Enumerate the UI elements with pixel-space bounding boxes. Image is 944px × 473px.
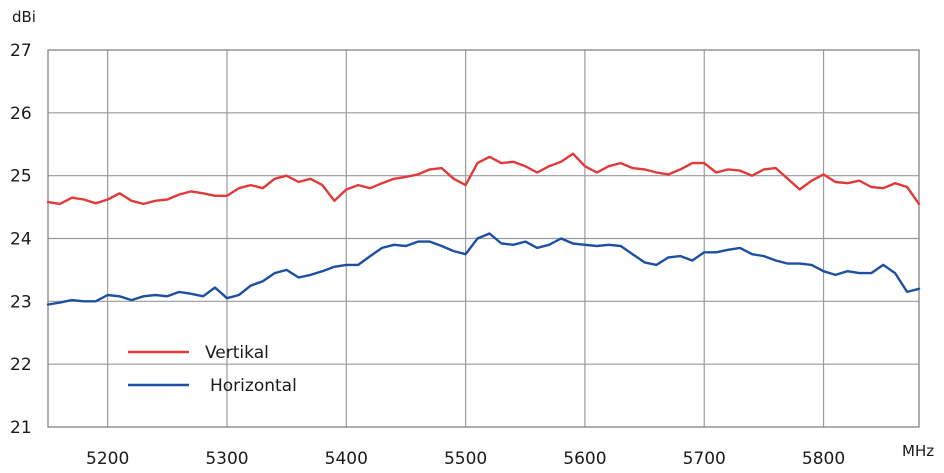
y-tick-label: 25 bbox=[10, 167, 32, 187]
y-tick-label: 23 bbox=[10, 292, 32, 312]
x-axis-ticks: 5200 5300 5400 5500 5600 5700 5800 bbox=[86, 449, 845, 469]
y-tick-label: 27 bbox=[10, 41, 32, 61]
y-axis-ticks: 21 22 23 24 25 26 27 bbox=[10, 41, 32, 438]
y-tick-label: 24 bbox=[10, 230, 32, 250]
x-tick-label: 5300 bbox=[205, 449, 248, 469]
series-line-horizontal bbox=[46, 232, 921, 306]
y-axis-label: dBi bbox=[12, 8, 36, 26]
x-tick-label: 5800 bbox=[802, 449, 845, 469]
x-tick-label: 5500 bbox=[444, 449, 487, 469]
x-tick-label: 5200 bbox=[86, 449, 129, 469]
legend-label-horizontal: Horizontal bbox=[210, 376, 297, 396]
series-line-vertikal bbox=[46, 152, 921, 206]
legend: Vertikal Horizontal bbox=[128, 343, 297, 396]
series-lines bbox=[46, 152, 921, 306]
x-tick-label: 5600 bbox=[563, 449, 606, 469]
legend-label-vertikal: Vertikal bbox=[205, 343, 269, 363]
grid-lines bbox=[48, 50, 919, 427]
y-tick-label: 22 bbox=[10, 355, 32, 375]
y-tick-label: 26 bbox=[10, 104, 32, 124]
x-tick-label: 5700 bbox=[683, 449, 726, 469]
x-axis-label: MHz bbox=[902, 442, 934, 460]
x-tick-label: 5400 bbox=[325, 449, 368, 469]
plot-frame bbox=[47, 49, 920, 428]
y-tick-label: 21 bbox=[10, 418, 32, 438]
